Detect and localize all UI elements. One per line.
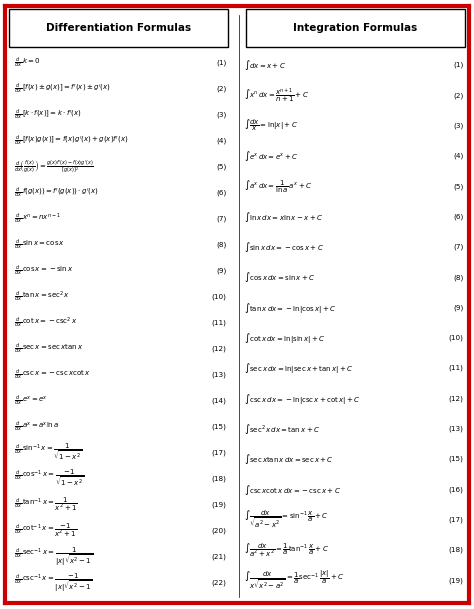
Text: (19): (19) [212, 501, 227, 508]
Text: $\int \dfrac{dx}{x\sqrt{x^2-a^2}} = \dfrac{1}{a}\sec^{-1}\dfrac{|x|}{a} + C$: $\int \dfrac{dx}{x\sqrt{x^2-a^2}} = \dfr… [244, 569, 344, 592]
Text: (15): (15) [449, 456, 464, 462]
Text: $\frac{d}{dx}\,x^n = nx^{n-1}$: $\frac{d}{dx}\,x^n = nx^{n-1}$ [14, 212, 61, 226]
Text: (20): (20) [212, 527, 227, 534]
Text: (12): (12) [212, 345, 227, 352]
Text: $\frac{d}{dx}\,\csc^{-1} x = \dfrac{-1}{|x|\sqrt{x^2-1}}$: $\frac{d}{dx}\,\csc^{-1} x = \dfrac{-1}{… [14, 571, 93, 594]
Text: $\int a^x\,dx = \dfrac{1}{\ln a}\,a^x + C$: $\int a^x\,dx = \dfrac{1}{\ln a}\,a^x + … [244, 178, 312, 194]
Text: (6): (6) [453, 213, 464, 220]
Text: $\int \tan x\,dx = -\ln|\cos x| + C$: $\int \tan x\,dx = -\ln|\cos x| + C$ [244, 301, 337, 315]
Text: (10): (10) [212, 294, 227, 300]
Text: (1): (1) [453, 62, 464, 68]
Text: $\int \cos x\,dx = \sin x + C$: $\int \cos x\,dx = \sin x + C$ [244, 270, 315, 284]
FancyBboxPatch shape [246, 9, 465, 47]
Text: (15): (15) [212, 423, 227, 430]
Text: $\frac{d}{dx}\,\tan^{-1} x = \dfrac{1}{x^2+1}$: $\frac{d}{dx}\,\tan^{-1} x = \dfrac{1}{x… [14, 496, 78, 513]
Text: $\frac{d}{dx}\,f(g(x)) = f'(g(x)) \cdot g'(x)$: $\frac{d}{dx}\,f(g(x)) = f'(g(x)) \cdot … [14, 186, 99, 200]
Text: $\frac{d}{dx}\,[f(x)g(x)] = f(x)g'(x) + g(x)f'(x)$: $\frac{d}{dx}\,[f(x)g(x)] = f(x)g'(x) + … [14, 134, 128, 148]
Text: (22): (22) [212, 579, 227, 586]
Text: (2): (2) [216, 86, 227, 92]
Text: (5): (5) [453, 183, 464, 189]
Text: (2): (2) [453, 92, 464, 99]
Text: (14): (14) [212, 398, 227, 404]
Text: $\frac{d}{dx}\,\sec^{-1} x = \dfrac{1}{|x|\sqrt{x^2-1}}$: $\frac{d}{dx}\,\sec^{-1} x = \dfrac{1}{|… [14, 545, 93, 568]
Text: (7): (7) [216, 216, 227, 222]
Text: (3): (3) [216, 111, 227, 118]
Text: $\int dx = x + C$: $\int dx = x + C$ [244, 58, 286, 72]
Text: (1): (1) [216, 60, 227, 66]
Text: $\frac{d}{dx}\,\cos^{-1} x = \dfrac{-1}{\sqrt{1-x^2}}$: $\frac{d}{dx}\,\cos^{-1} x = \dfrac{-1}{… [14, 468, 84, 489]
Text: $\frac{d}{dx}\,k = 0$: $\frac{d}{dx}\,k = 0$ [14, 56, 41, 70]
Text: (7): (7) [453, 244, 464, 250]
Text: $\frac{d}{dx}\!\left(\frac{f(x)}{g(x)}\right) = \frac{g(x)f'(x)-f(x)g'(x)}{[g(x): $\frac{d}{dx}\!\left(\frac{f(x)}{g(x)}\r… [14, 158, 94, 175]
Text: $\int \sin x\,dx = -\cos x + C$: $\int \sin x\,dx = -\cos x + C$ [244, 240, 324, 254]
Text: (4): (4) [216, 138, 227, 144]
Text: $\int \cot x\,dx = \ln|\sin x| + C$: $\int \cot x\,dx = \ln|\sin x| + C$ [244, 331, 326, 345]
Text: $\int \sec x \tan x\,dx = \sec x + C$: $\int \sec x \tan x\,dx = \sec x + C$ [244, 452, 334, 466]
Text: $\frac{d}{dx}\,\sin^{-1} x = \dfrac{1}{\sqrt{1-x^2}}$: $\frac{d}{dx}\,\sin^{-1} x = \dfrac{1}{\… [14, 442, 82, 463]
Text: (10): (10) [449, 335, 464, 341]
Text: $\int x^n\,dx = \dfrac{x^{n+1}}{n+1} + C$: $\int x^n\,dx = \dfrac{x^{n+1}}{n+1} + C… [244, 86, 309, 105]
Text: $\frac{d}{dx}\,\tan x = \sec^2 x$: $\frac{d}{dx}\,\tan x = \sec^2 x$ [14, 290, 70, 304]
Text: $\int \csc x\,dx = -\ln|\csc x + \cot x| + C$: $\int \csc x\,dx = -\ln|\csc x + \cot x|… [244, 392, 361, 406]
Text: (9): (9) [453, 304, 464, 311]
Text: $\frac{d}{dx}\,a^x = a^x \ln a$: $\frac{d}{dx}\,a^x = a^x \ln a$ [14, 420, 60, 434]
Text: (3): (3) [453, 122, 464, 129]
Text: $\frac{d}{dx}\,[k \cdot f(x)] = k \cdot f'(x)$: $\frac{d}{dx}\,[k \cdot f(x)] = k \cdot … [14, 108, 82, 122]
Text: (11): (11) [212, 320, 227, 326]
Text: (8): (8) [216, 242, 227, 248]
Text: $\frac{d}{dx}\,\cos x = -\sin x$: $\frac{d}{dx}\,\cos x = -\sin x$ [14, 264, 74, 278]
Text: $\int \dfrac{dx}{x} = \ln|x| + C$: $\int \dfrac{dx}{x} = \ln|x| + C$ [244, 118, 298, 133]
Text: $\frac{d}{dx}\,\sec x = \sec x \tan x$: $\frac{d}{dx}\,\sec x = \sec x \tan x$ [14, 342, 84, 356]
Text: $\frac{d}{dx}\,\sin x = \cos x$: $\frac{d}{dx}\,\sin x = \cos x$ [14, 238, 65, 252]
Text: $\int \sec^2 x\,dx = \tan x + C$: $\int \sec^2 x\,dx = \tan x + C$ [244, 422, 320, 436]
Text: $\frac{d}{dx}\,\cot^{-1} x = \dfrac{-1}{x^2+1}$: $\frac{d}{dx}\,\cot^{-1} x = \dfrac{-1}{… [14, 522, 77, 540]
Text: (13): (13) [212, 371, 227, 378]
Text: $\frac{d}{dx}\,[f(x) \pm g(x)] = f'(x) \pm g'(x)$: $\frac{d}{dx}\,[f(x) \pm g(x)] = f'(x) \… [14, 82, 111, 96]
Text: $\frac{d}{dx}\,\csc x = -\csc x \cot x$: $\frac{d}{dx}\,\csc x = -\csc x \cot x$ [14, 368, 91, 382]
Text: (17): (17) [212, 449, 227, 456]
Text: (8): (8) [453, 274, 464, 281]
FancyBboxPatch shape [9, 9, 228, 47]
Text: (18): (18) [212, 476, 227, 482]
Text: (16): (16) [449, 486, 464, 493]
Text: $\frac{d}{dx}\,\cot x = -\csc^2 x$: $\frac{d}{dx}\,\cot x = -\csc^2 x$ [14, 315, 78, 330]
Text: $\int \dfrac{dx}{a^2+x^2} = \dfrac{1}{a}\tan^{-1}\dfrac{x}{a} + C$: $\int \dfrac{dx}{a^2+x^2} = \dfrac{1}{a}… [244, 541, 329, 559]
Text: (6): (6) [216, 189, 227, 196]
Text: $\int e^x\,dx = e^x + C$: $\int e^x\,dx = e^x + C$ [244, 149, 299, 163]
Text: (13): (13) [449, 426, 464, 432]
Text: (12): (12) [449, 395, 464, 402]
Text: $\int \dfrac{dx}{\sqrt{a^2-x^2}} = \sin^{-1}\dfrac{x}{a} + C$: $\int \dfrac{dx}{\sqrt{a^2-x^2}} = \sin^… [244, 509, 328, 530]
Text: Differentiation Formulas: Differentiation Formulas [46, 23, 191, 33]
Text: (5): (5) [216, 164, 227, 170]
Text: (17): (17) [449, 516, 464, 523]
Text: $\int \csc x \cot x\,dx = -\csc x + C$: $\int \csc x \cot x\,dx = -\csc x + C$ [244, 482, 341, 496]
Text: (18): (18) [449, 547, 464, 554]
Text: $\int \ln x\,dx = x\ln x - x + C$: $\int \ln x\,dx = x\ln x - x + C$ [244, 209, 323, 224]
Text: $\frac{d}{dx}\,e^x = e^x$: $\frac{d}{dx}\,e^x = e^x$ [14, 393, 48, 408]
Text: (4): (4) [453, 153, 464, 160]
Text: (9): (9) [216, 267, 227, 274]
Text: (11): (11) [449, 365, 464, 371]
Text: (21): (21) [212, 554, 227, 560]
Text: $\int \sec x\,dx = \ln|\sec x + \tan x| + C$: $\int \sec x\,dx = \ln|\sec x + \tan x| … [244, 361, 354, 375]
Text: (19): (19) [449, 577, 464, 583]
Text: Integration Formulas: Integration Formulas [293, 23, 418, 33]
